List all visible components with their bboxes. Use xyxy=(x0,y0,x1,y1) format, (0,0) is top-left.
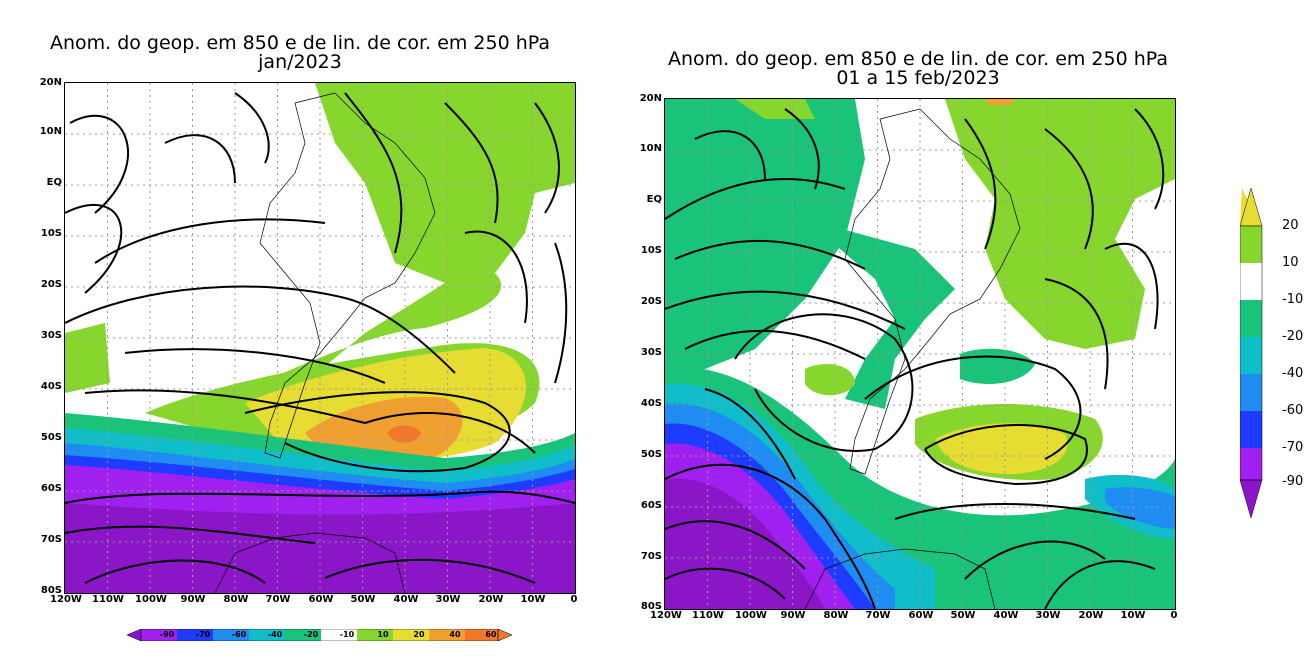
hbar-label: 40 xyxy=(449,630,461,639)
map-right-title: Anom. do geop. em 850 e de lin. de cor. … xyxy=(628,50,1208,88)
lon-label: 30W xyxy=(1035,610,1061,621)
lat-label: 20N xyxy=(39,77,62,88)
hbar-label: -20 xyxy=(303,630,319,639)
green-west xyxy=(65,323,110,393)
lat-label: 20N xyxy=(639,93,662,104)
map-left-title-line2: jan/2023 xyxy=(258,51,342,73)
lat-label: 10S xyxy=(40,228,62,239)
grid-lines xyxy=(665,99,1175,609)
green-region-north xyxy=(735,99,815,119)
hbar-label: -60 xyxy=(231,630,247,639)
lon-label: 120W xyxy=(50,594,82,605)
lat-label: 20S xyxy=(40,279,62,290)
lat-label: 80S xyxy=(640,601,662,612)
lon-label: 80W xyxy=(223,594,249,605)
lat-label: 40S xyxy=(40,381,62,392)
lon-label: 90W xyxy=(180,594,206,605)
vbar-label: -60 xyxy=(1282,403,1304,418)
lat-label: 30S xyxy=(640,347,662,358)
green-region-south xyxy=(215,273,502,403)
orange-dark-region xyxy=(387,425,421,443)
hbar-label: -70 xyxy=(195,630,211,639)
lat-label: EQ xyxy=(646,194,662,205)
lat-label: 30S xyxy=(40,330,62,341)
lon-label: 70W xyxy=(865,610,891,621)
map-right-contours xyxy=(665,99,1175,609)
lon-label: 40W xyxy=(393,594,419,605)
map-right-title-line1: Anom. do geop. em 850 e de lin. de cor. … xyxy=(667,48,1169,70)
hbar-label: -40 xyxy=(267,630,283,639)
lat-label: 40S xyxy=(640,398,662,409)
blue-blob-east xyxy=(1105,487,1175,529)
lon-label: 100W xyxy=(735,610,767,621)
lon-label: 20W xyxy=(1078,610,1104,621)
vbar-label: -90 xyxy=(1282,474,1304,489)
lon-label: 90W xyxy=(780,610,806,621)
green-region-ne xyxy=(945,99,1175,349)
antarctica-outline xyxy=(804,548,996,609)
lat-label: 10N xyxy=(639,143,662,154)
streamlines xyxy=(665,108,1165,609)
lon-label: 80W xyxy=(823,610,849,621)
lat-label: 60S xyxy=(640,500,662,511)
lon-label: 60W xyxy=(308,594,334,605)
colorbar-vertical-svg xyxy=(1239,187,1263,519)
lat-label: 70S xyxy=(40,534,62,545)
lat-label: 50S xyxy=(40,432,62,443)
lat-label: 60S xyxy=(40,483,62,494)
vbar-label: 20 xyxy=(1282,218,1299,233)
lon-label: 120W xyxy=(650,610,682,621)
colorbar-horizontal-svg xyxy=(126,628,513,642)
lat-label: 70S xyxy=(640,551,662,562)
lat-label: 10N xyxy=(39,126,62,137)
lon-label: 50W xyxy=(350,594,376,605)
streamlines xyxy=(65,92,575,584)
colorbar-horizontal xyxy=(126,626,513,642)
green-region-ne xyxy=(315,83,575,293)
map-right-panel xyxy=(664,98,1176,610)
map-left-panel xyxy=(64,82,576,594)
vbar-label: -10 xyxy=(1282,292,1304,307)
lon-label: 110W xyxy=(92,594,124,605)
vbar-label: 10 xyxy=(1282,255,1299,270)
lat-label: 10S xyxy=(640,245,662,256)
lon-label: 10W xyxy=(520,594,546,605)
colorbar-vertical xyxy=(1239,187,1280,519)
lon-label: 70W xyxy=(265,594,291,605)
lon-label: 0 xyxy=(570,594,578,605)
vbar-label: -20 xyxy=(1282,329,1304,344)
vbar-label: -70 xyxy=(1282,440,1304,455)
south-america-outline xyxy=(259,92,436,459)
lon-label: 60W xyxy=(908,610,934,621)
map-left-contours xyxy=(65,83,575,593)
lon-label: 40W xyxy=(993,610,1019,621)
vbar-label: -40 xyxy=(1282,366,1304,381)
lat-label: EQ xyxy=(46,177,62,188)
lat-label: 80S xyxy=(40,585,62,596)
teal-region-west xyxy=(665,99,865,379)
lon-label: 110W xyxy=(692,610,724,621)
yellow-blob-south xyxy=(935,423,1068,475)
lat-label: 50S xyxy=(640,449,662,460)
lon-label: 100W xyxy=(135,594,167,605)
lon-label: 0 xyxy=(1170,610,1178,621)
hbar-label: 20 xyxy=(413,630,425,639)
map-left-title-line1: Anom. do geop. em 850 e de lin. de cor. … xyxy=(49,32,551,54)
hbar-label: 60 xyxy=(485,630,497,639)
lon-label: 10W xyxy=(1120,610,1146,621)
hbar-label: 10 xyxy=(377,630,389,639)
green-blob-small xyxy=(805,364,855,396)
orange-blob-north xyxy=(985,99,1015,105)
map-right-title-line2: 01 a 15 feb/2023 xyxy=(836,67,1000,89)
lon-label: 20W xyxy=(478,594,504,605)
lon-label: 50W xyxy=(950,610,976,621)
hbar-label: -90 xyxy=(159,630,175,639)
map-left-title: Anom. do geop. em 850 e de lin. de cor. … xyxy=(30,34,570,72)
hbar-label: -10 xyxy=(339,630,355,639)
lon-label: 30W xyxy=(435,594,461,605)
purple-dark-band-south xyxy=(665,478,825,609)
antarctica-outline xyxy=(214,532,406,593)
lat-label: 20S xyxy=(640,296,662,307)
teal-region-central xyxy=(805,219,955,409)
